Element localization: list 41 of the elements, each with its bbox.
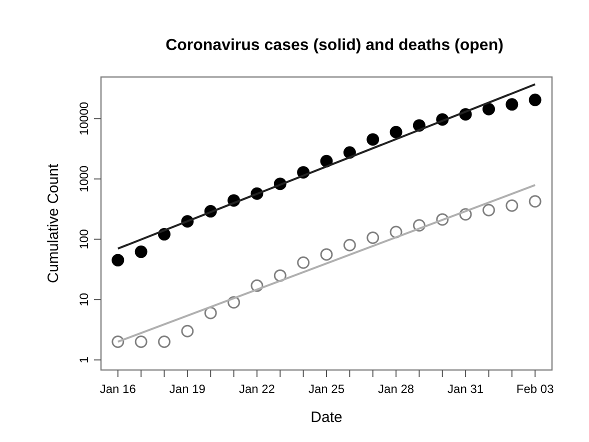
x-tick-label: Jan 31 bbox=[448, 382, 484, 396]
y-tick-label: 10 bbox=[77, 292, 91, 306]
point bbox=[390, 126, 402, 138]
y-tick-label: 1000 bbox=[77, 165, 91, 192]
y-tick-label: 100 bbox=[77, 228, 91, 250]
point bbox=[158, 335, 171, 348]
point bbox=[134, 335, 148, 348]
x-tick-label: Jan 28 bbox=[378, 382, 414, 396]
x-tick-label: Jan 25 bbox=[308, 382, 345, 396]
point bbox=[112, 254, 124, 266]
point bbox=[412, 219, 426, 232]
x-tick-label: Feb 03 bbox=[516, 382, 554, 396]
point bbox=[320, 248, 333, 261]
point bbox=[297, 256, 310, 269]
point bbox=[482, 102, 495, 116]
point bbox=[506, 199, 518, 212]
y-axis-title: Cumulative Count bbox=[45, 163, 62, 284]
point bbox=[250, 279, 264, 292]
point bbox=[390, 226, 402, 238]
x-tick-label: Jan 16 bbox=[100, 382, 136, 396]
point bbox=[436, 213, 449, 226]
point bbox=[343, 238, 356, 252]
point bbox=[366, 133, 380, 146]
point bbox=[366, 231, 380, 244]
point bbox=[459, 208, 472, 221]
point bbox=[506, 98, 518, 111]
point bbox=[204, 306, 217, 320]
point bbox=[134, 246, 148, 258]
point bbox=[482, 204, 495, 216]
y-tick-label: 1 bbox=[77, 356, 91, 364]
x-axis-title: Date bbox=[310, 409, 342, 426]
point bbox=[181, 324, 194, 338]
x-tick-label: Jan 19 bbox=[169, 382, 206, 396]
point bbox=[528, 195, 542, 208]
point bbox=[274, 269, 286, 282]
point bbox=[528, 94, 542, 106]
x-tick-label: Jan 22 bbox=[238, 382, 276, 396]
point bbox=[228, 296, 240, 309]
chart-title: Coronavirus cases (solid) and deaths (open) bbox=[166, 37, 504, 54]
point bbox=[112, 335, 124, 348]
y-tick-label: 10000 bbox=[77, 102, 91, 136]
